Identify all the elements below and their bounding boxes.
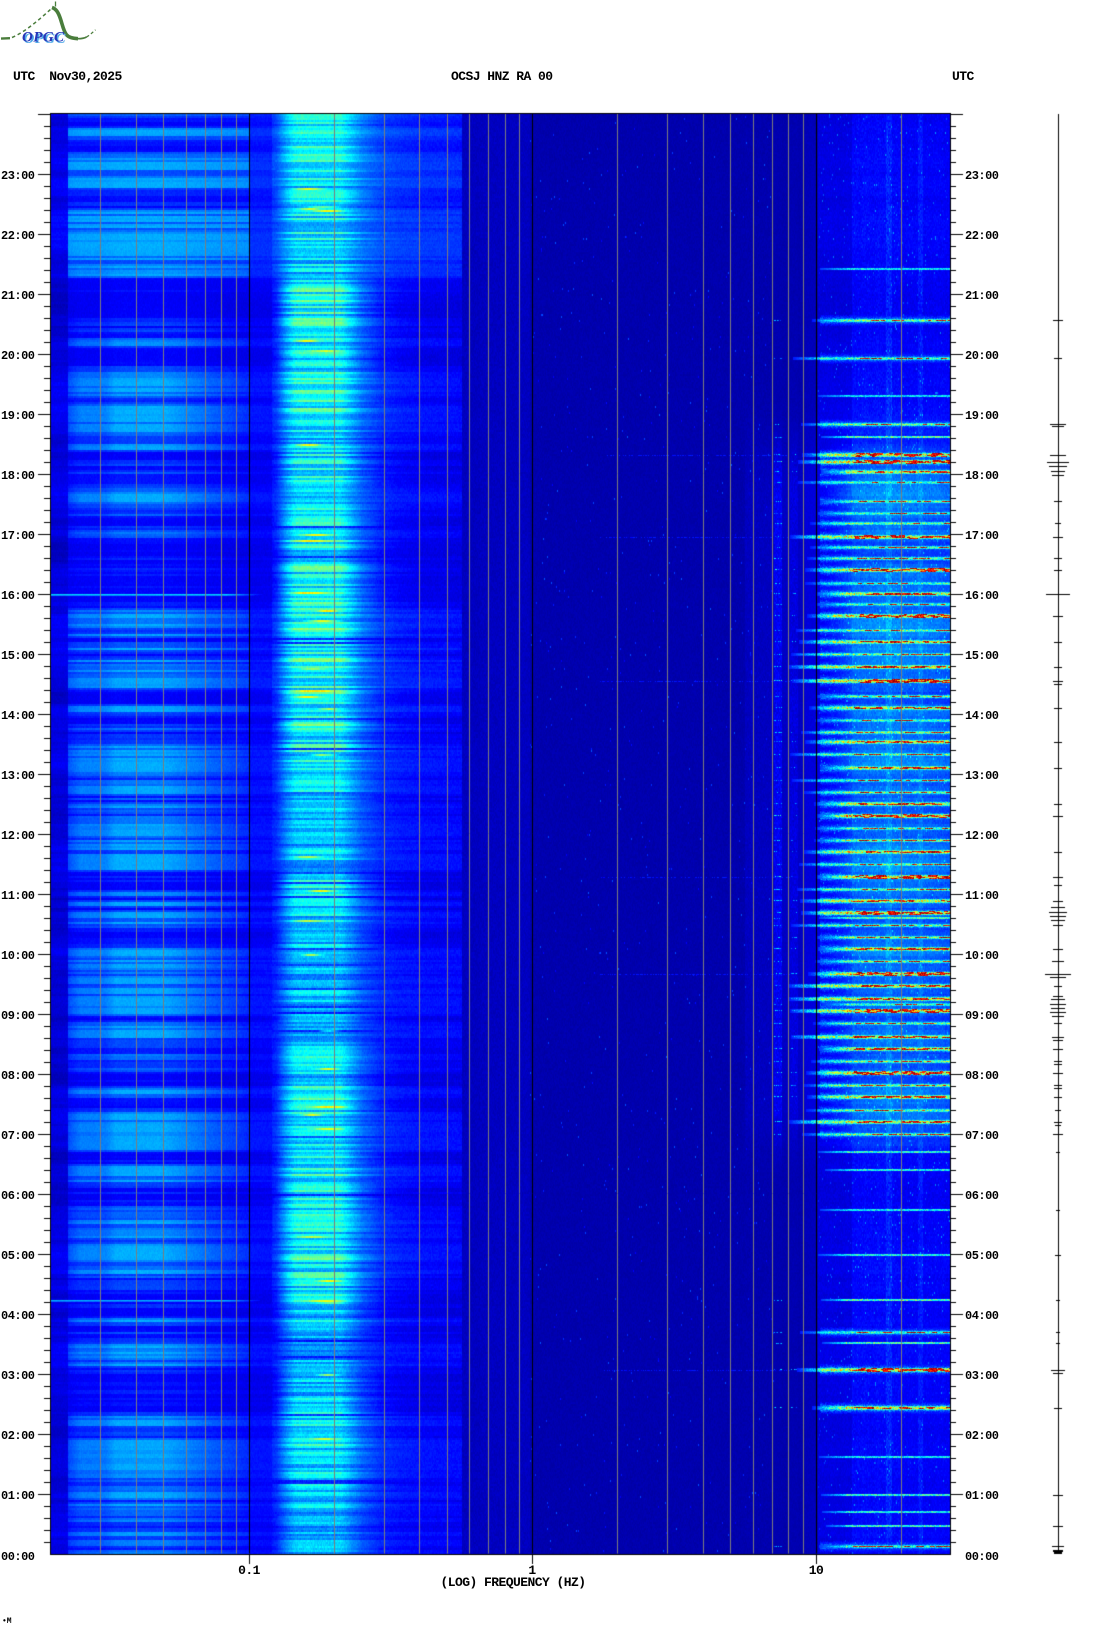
svg-text:OPGC: OPGC xyxy=(22,30,65,46)
svg-text:OPGC: OPGC xyxy=(24,31,67,47)
